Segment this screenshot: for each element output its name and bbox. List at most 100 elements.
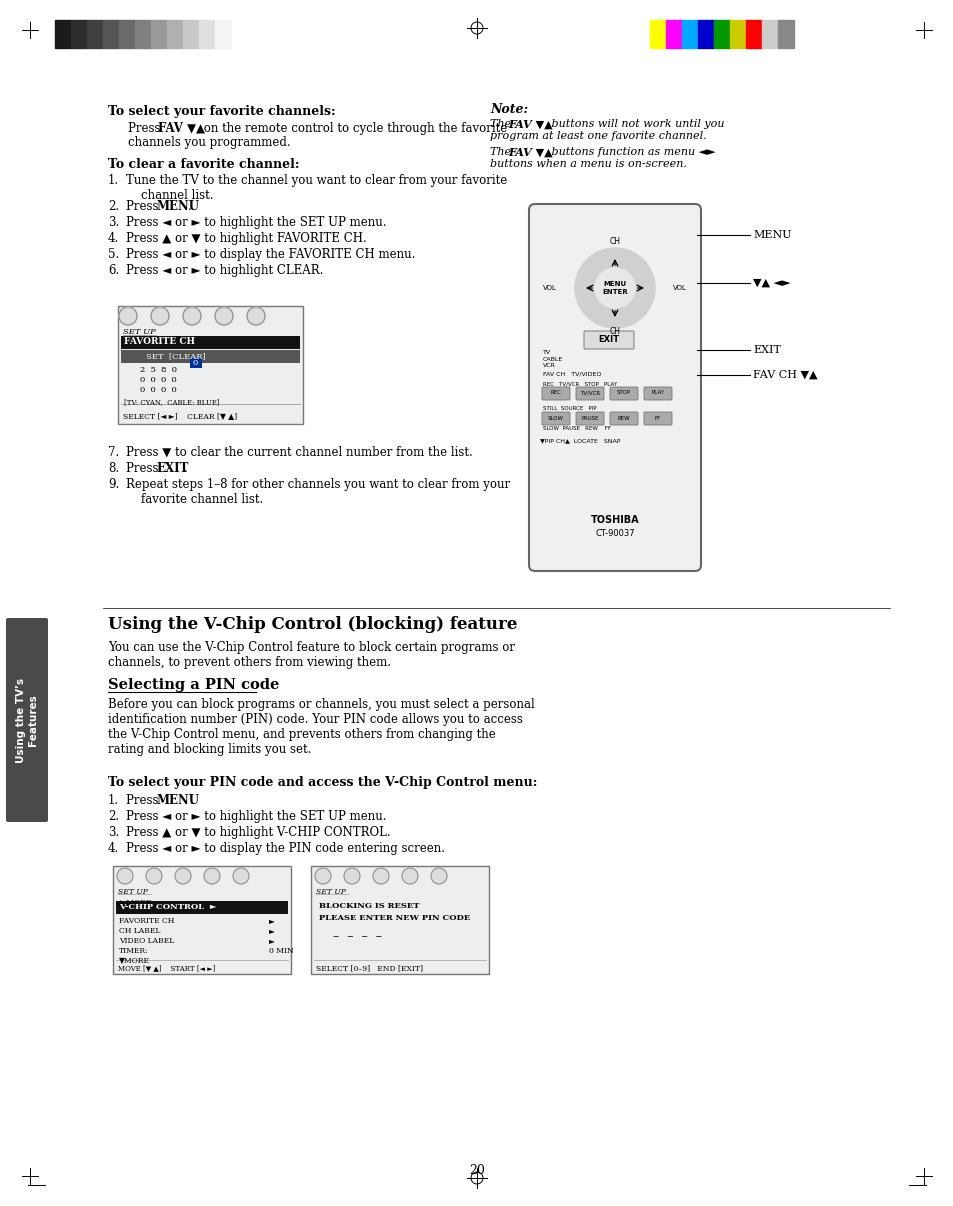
Bar xyxy=(199,21,214,48)
Bar xyxy=(112,866,291,974)
Text: 0: 0 xyxy=(193,359,198,367)
Text: ►: ► xyxy=(269,917,274,925)
Text: FAVORITE CH: FAVORITE CH xyxy=(119,917,174,925)
Circle shape xyxy=(119,308,137,324)
Bar xyxy=(183,21,199,48)
Text: channels you programmed.: channels you programmed. xyxy=(128,136,291,150)
Text: BLOCKING IS RESET: BLOCKING IS RESET xyxy=(318,902,419,911)
FancyBboxPatch shape xyxy=(643,412,671,425)
Bar xyxy=(116,901,288,914)
Text: Press ▼ to clear the current channel number from the list.: Press ▼ to clear the current channel num… xyxy=(126,446,473,459)
Bar xyxy=(665,21,681,48)
Text: MOVE [▼ ▲]    START [◄ ►]: MOVE [▼ ▲] START [◄ ►] xyxy=(118,964,215,972)
FancyBboxPatch shape xyxy=(541,412,569,425)
Circle shape xyxy=(247,308,265,324)
Text: 0  0  0  0: 0 0 0 0 xyxy=(140,386,176,394)
Bar xyxy=(87,21,103,48)
Text: 1.: 1. xyxy=(108,794,119,807)
Bar xyxy=(103,21,119,48)
Text: [TV: CYAN,  CABLE: BLUE]: [TV: CYAN, CABLE: BLUE] xyxy=(124,398,219,406)
Text: TV
CABLE
VCR: TV CABLE VCR xyxy=(542,350,562,368)
Text: FAV ▼▲: FAV ▼▲ xyxy=(507,119,552,130)
Circle shape xyxy=(373,868,389,884)
Bar xyxy=(167,21,183,48)
Text: 6.: 6. xyxy=(108,264,119,277)
Bar xyxy=(713,21,729,48)
Text: Press: Press xyxy=(126,200,162,213)
Text: CH: CH xyxy=(609,238,619,246)
Bar xyxy=(311,866,489,974)
Text: ►: ► xyxy=(269,927,274,935)
Text: SELECT [0–9]   END [EXIT]: SELECT [0–9] END [EXIT] xyxy=(315,964,422,972)
Circle shape xyxy=(575,248,655,328)
Text: Press ▲ or ▼ to highlight V-CHIP CONTROL.: Press ▲ or ▼ to highlight V-CHIP CONTROL… xyxy=(126,826,390,839)
Text: CT-90037: CT-90037 xyxy=(595,529,634,539)
Text: 3.: 3. xyxy=(108,826,119,839)
Circle shape xyxy=(151,308,169,324)
Text: Press: Press xyxy=(128,122,164,135)
Text: –  –  –  –: – – – – xyxy=(333,930,381,943)
Text: CH LABEL: CH LABEL xyxy=(119,927,160,935)
Text: PLAY: PLAY xyxy=(651,391,664,396)
Text: SET UP: SET UP xyxy=(118,888,148,896)
FancyBboxPatch shape xyxy=(576,412,603,425)
Text: 20: 20 xyxy=(469,1164,484,1177)
Text: Press ◄ or ► to highlight the SET UP menu.: Press ◄ or ► to highlight the SET UP men… xyxy=(126,216,386,229)
Bar xyxy=(729,21,745,48)
Circle shape xyxy=(595,268,635,308)
Text: 2  5  8  0: 2 5 8 0 xyxy=(140,365,177,374)
Text: ▼▲ ◄►: ▼▲ ◄► xyxy=(752,279,790,288)
Text: Using the V-Chip Control (blocking) feature: Using the V-Chip Control (blocking) feat… xyxy=(108,616,517,633)
Circle shape xyxy=(401,868,417,884)
Bar xyxy=(118,306,303,425)
Bar xyxy=(761,21,778,48)
Text: PAUSE: PAUSE xyxy=(580,416,598,421)
Text: VIDEO LABEL: VIDEO LABEL xyxy=(119,937,174,946)
Text: TV/VCR: TV/VCR xyxy=(579,391,599,396)
Text: FF: FF xyxy=(654,416,660,421)
Circle shape xyxy=(146,868,162,884)
Text: Press ◄ or ► to highlight CLEAR.: Press ◄ or ► to highlight CLEAR. xyxy=(126,264,323,277)
FancyBboxPatch shape xyxy=(609,412,638,425)
Text: Press ◄ or ► to display the PIN code entering screen.: Press ◄ or ► to display the PIN code ent… xyxy=(126,842,444,855)
Text: Selecting a PIN code: Selecting a PIN code xyxy=(108,678,279,692)
Text: REC   TV/VCR   STOP   PLAY: REC TV/VCR STOP PLAY xyxy=(542,381,617,386)
Bar xyxy=(778,21,793,48)
Text: You can use the V-Chip Control feature to block certain programs or
channels, to: You can use the V-Chip Control feature t… xyxy=(108,642,515,669)
Text: REW: REW xyxy=(617,416,630,421)
Bar xyxy=(71,21,87,48)
Text: SET  [CLEAR]: SET [CLEAR] xyxy=(146,352,206,361)
Text: MENU: MENU xyxy=(603,281,626,287)
Text: CH: CH xyxy=(609,328,619,336)
FancyBboxPatch shape xyxy=(6,617,48,822)
Text: .: . xyxy=(188,200,192,213)
Text: ▼PIP CH▲  LOCATE   SNAP: ▼PIP CH▲ LOCATE SNAP xyxy=(539,438,619,443)
Text: 3.: 3. xyxy=(108,216,119,229)
Text: FAV CH ▼▲: FAV CH ▼▲ xyxy=(752,370,817,380)
Text: EXIT: EXIT xyxy=(752,345,781,355)
Text: REC: REC xyxy=(550,391,561,396)
Text: 4.: 4. xyxy=(108,232,119,245)
Circle shape xyxy=(233,868,249,884)
Text: Tune the TV to the channel you want to clear from your favorite
    channel list: Tune the TV to the channel you want to c… xyxy=(126,174,507,201)
Text: program at least one favorite channel.: program at least one favorite channel. xyxy=(490,131,706,141)
Bar xyxy=(745,21,761,48)
Text: buttons when a menu is on-screen.: buttons when a menu is on-screen. xyxy=(490,159,686,169)
Text: 5.: 5. xyxy=(108,248,119,260)
FancyBboxPatch shape xyxy=(609,387,638,400)
Bar xyxy=(119,21,135,48)
FancyBboxPatch shape xyxy=(576,387,603,400)
Bar xyxy=(190,358,202,368)
Bar xyxy=(135,21,151,48)
Text: MENU: MENU xyxy=(156,794,199,807)
Text: FAV CH   TV/VIDEO: FAV CH TV/VIDEO xyxy=(542,371,600,377)
Text: FAV ▼▲: FAV ▼▲ xyxy=(507,147,552,158)
Text: SLOW: SLOW xyxy=(547,416,563,421)
Text: 2.: 2. xyxy=(108,810,119,822)
Text: STOP: STOP xyxy=(617,391,631,396)
Text: SET UP: SET UP xyxy=(123,328,155,336)
Text: 0  0  0  0: 0 0 0 0 xyxy=(140,376,176,384)
Text: EXIT: EXIT xyxy=(156,462,188,475)
Text: buttons will not work until you: buttons will not work until you xyxy=(547,119,723,129)
Text: Press ▲ or ▼ to highlight FAVORITE CH.: Press ▲ or ▼ to highlight FAVORITE CH. xyxy=(126,232,366,245)
